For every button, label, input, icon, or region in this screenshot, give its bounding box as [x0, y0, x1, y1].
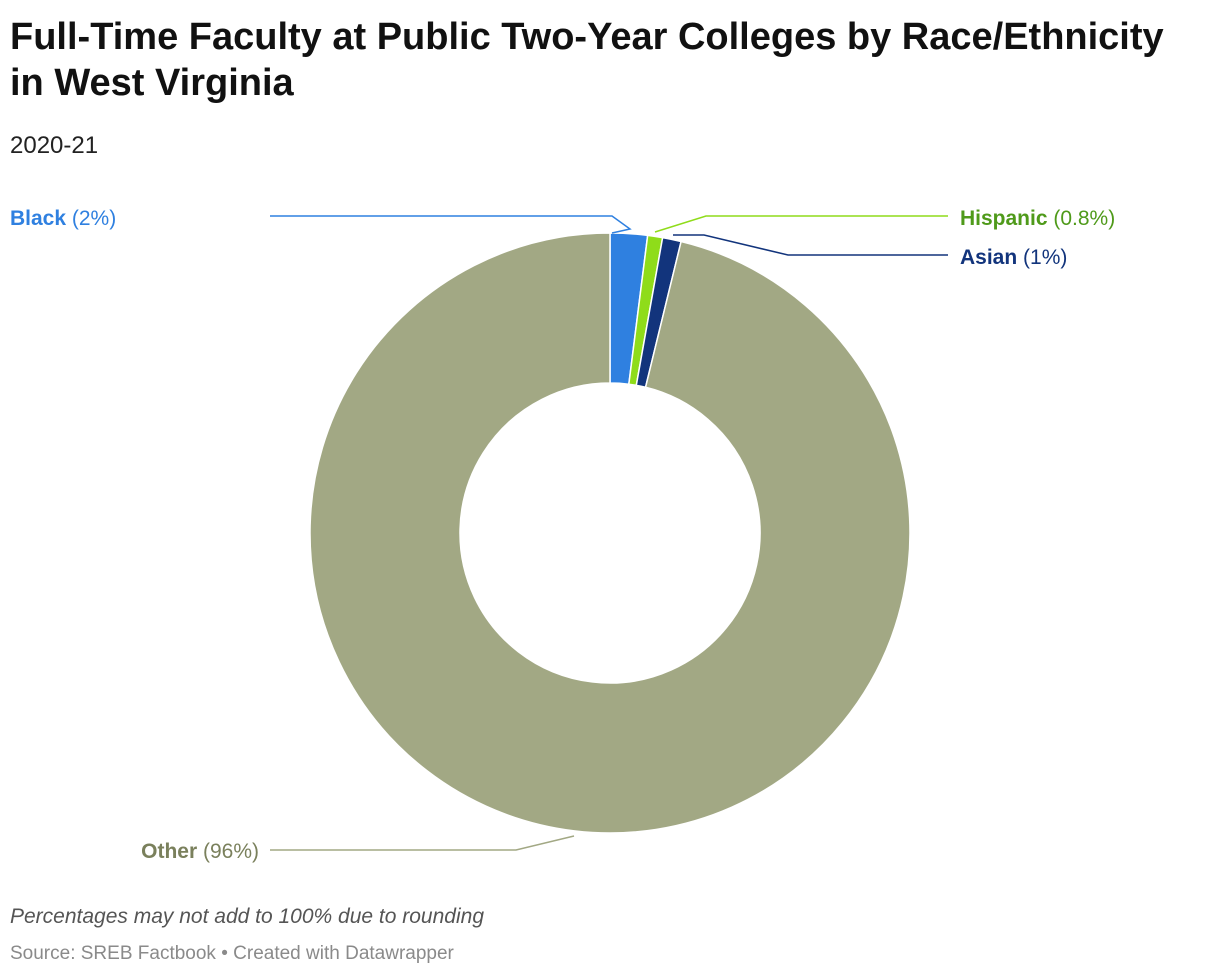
- label-leader-lines: [270, 215, 948, 851]
- slice-label-hispanic: Hispanic (0.8%): [960, 207, 1115, 230]
- slice-labels: Black (2%) Hispanic (0.8%) Asian (1%) Other…: [10, 207, 1115, 863]
- donut-slices: [309, 232, 911, 834]
- slice-label-name: Hispanic: [960, 207, 1048, 230]
- chart-subtitle: 2020-21: [10, 132, 99, 159]
- source-text: Source: SREB Factbook: [10, 943, 216, 964]
- slice-label-name: Black: [10, 207, 66, 230]
- slice-label-value: (1%): [1017, 246, 1067, 269]
- slice-label-value: (0.8%): [1048, 207, 1116, 230]
- leader-line-asian: [673, 234, 948, 256]
- rounding-note: Percentages may not add to 100% due to r…: [10, 905, 484, 928]
- slice-label-name: Other: [141, 840, 197, 863]
- slice-label-asian: Asian (1%): [960, 246, 1067, 269]
- leader-line-other: [270, 835, 575, 851]
- leader-line-hispanic: [654, 215, 948, 233]
- chart-title: Full-Time Faculty at Public Two-Year Col…: [10, 16, 1164, 104]
- credit-text: Created with Datawrapper: [233, 943, 454, 964]
- slice-label-other: Other (96%): [141, 840, 259, 863]
- source-footer: Source: SREB Factbook • Created with Dat…: [10, 941, 454, 967]
- footer-separator: •: [221, 943, 228, 964]
- slice-label-value: (2%): [66, 207, 116, 230]
- slice-label-black: Black (2%): [10, 207, 116, 230]
- leader-line-black: [270, 215, 632, 234]
- slice-label-name: Asian: [960, 246, 1017, 269]
- slice-other: [309, 232, 911, 834]
- slice-label-value: (96%): [197, 840, 259, 863]
